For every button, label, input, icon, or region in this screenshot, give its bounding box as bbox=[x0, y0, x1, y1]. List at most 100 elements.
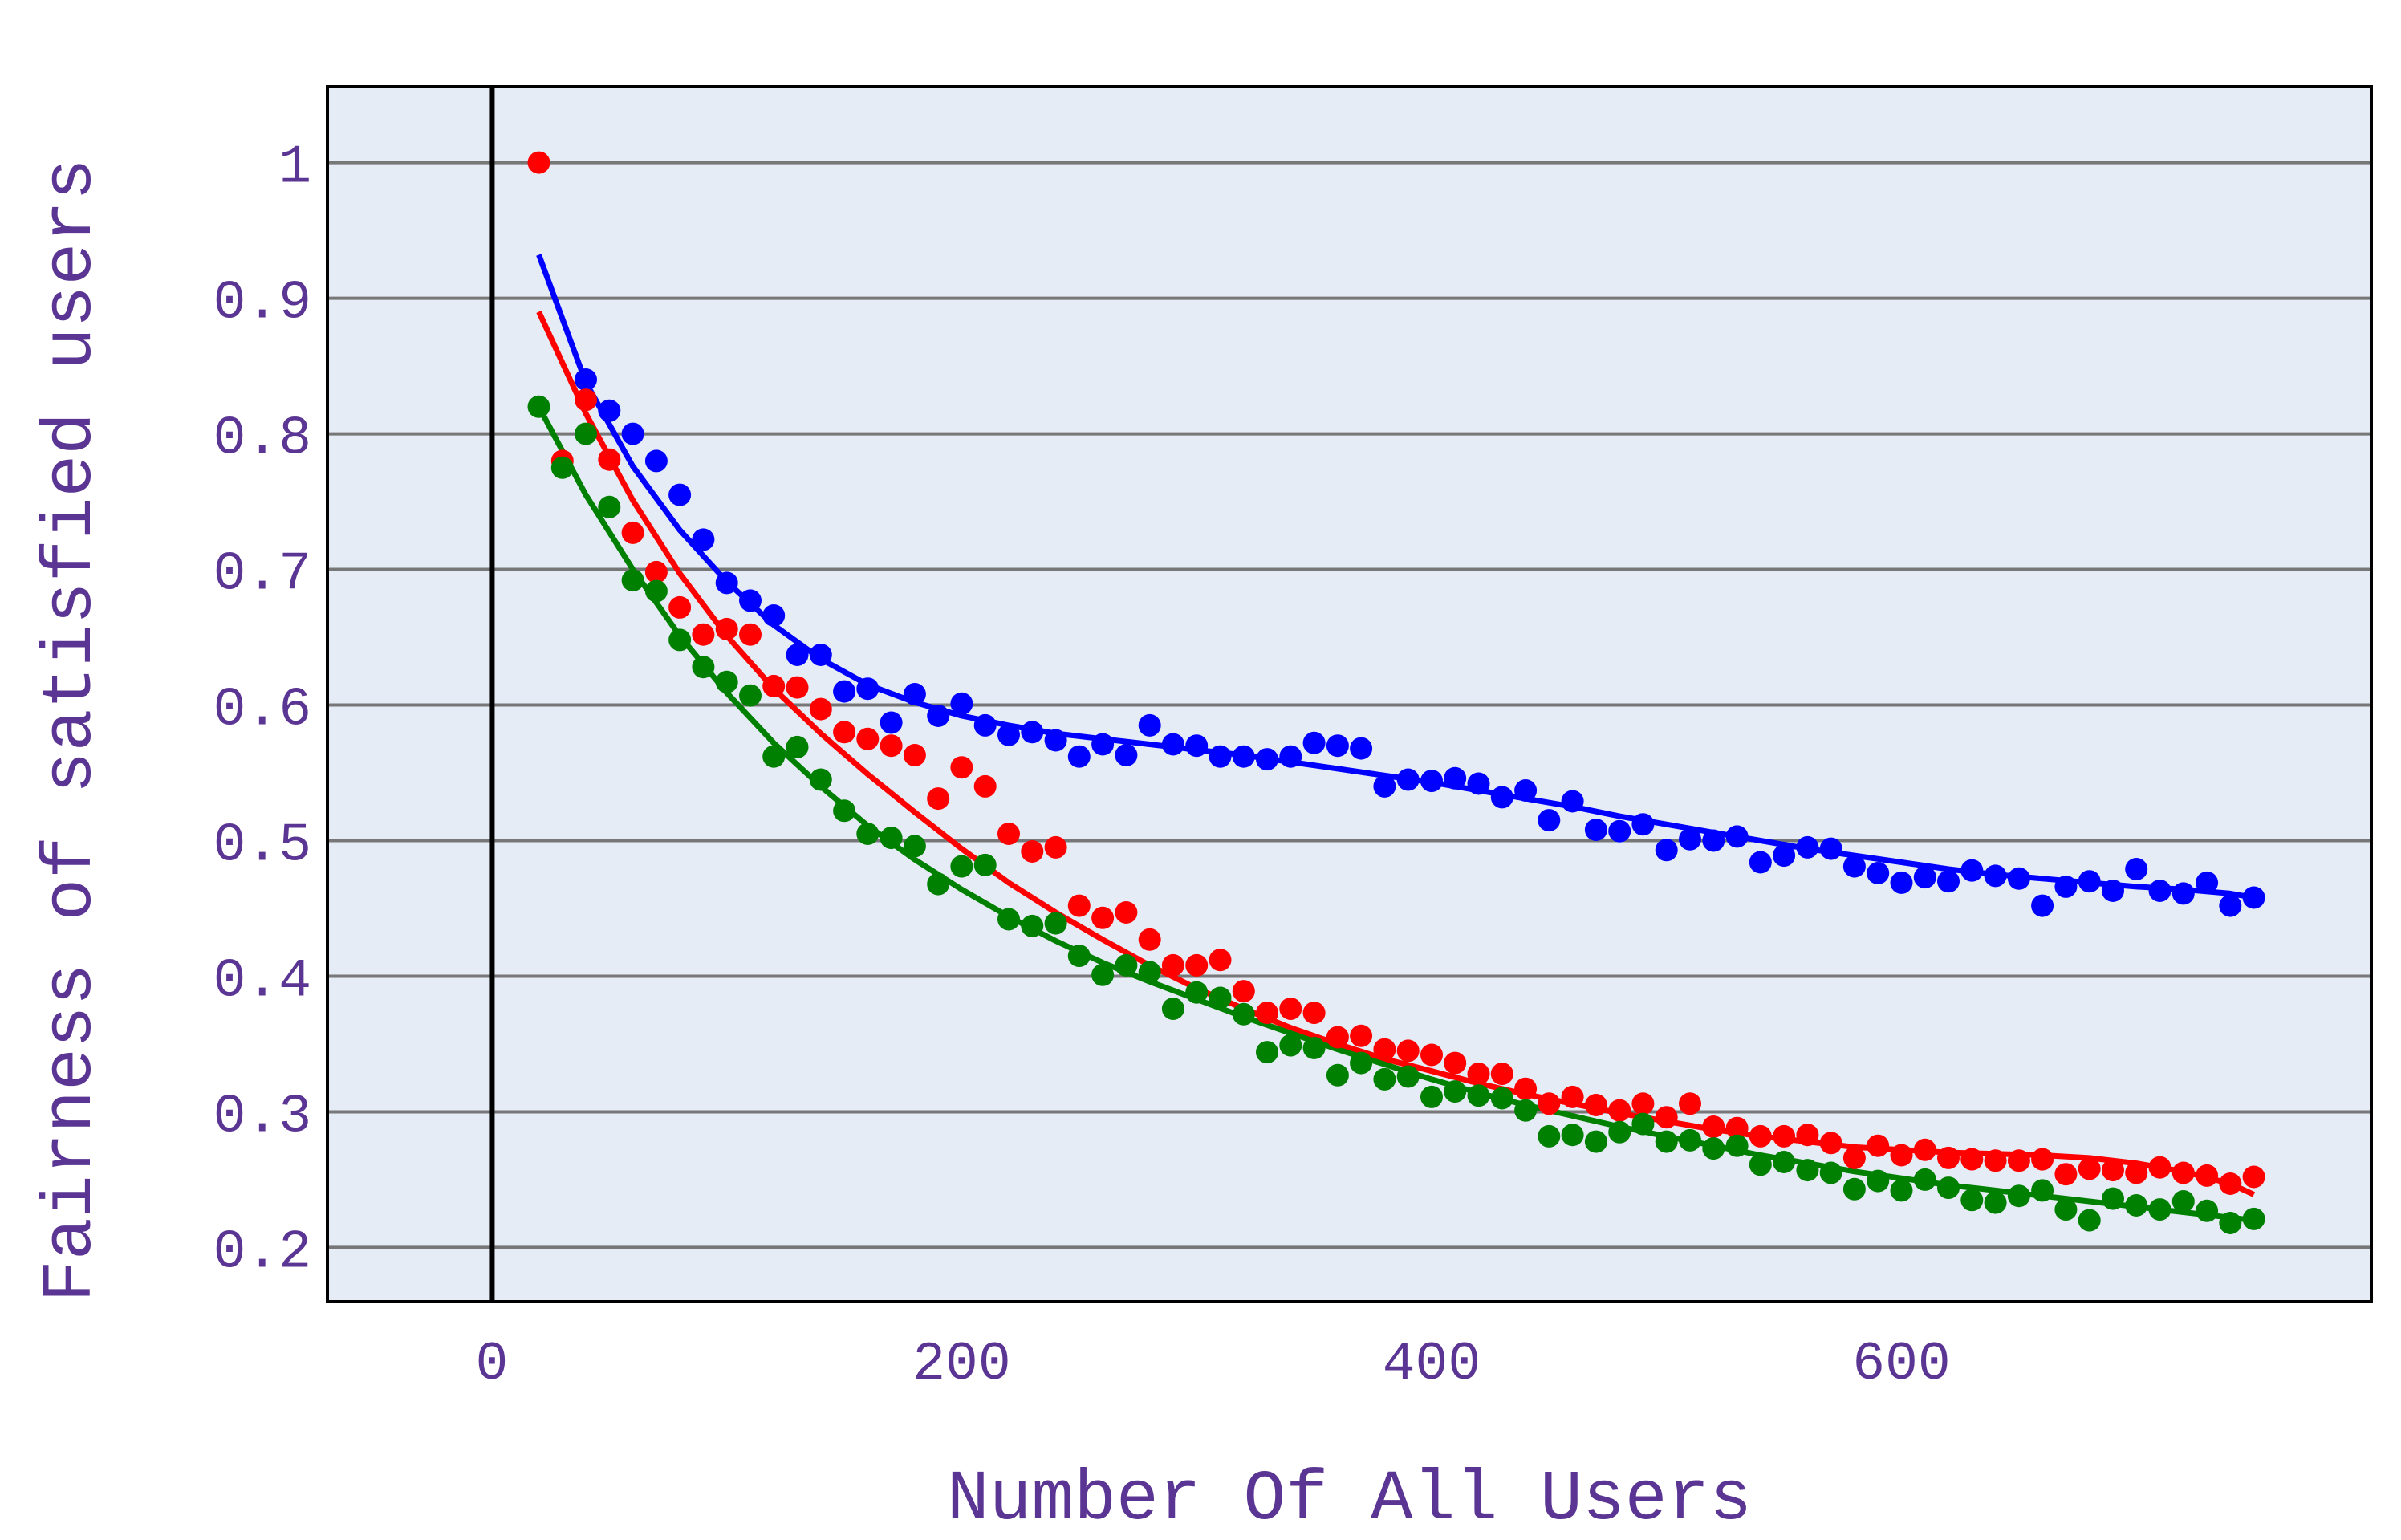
data-point-1 bbox=[1490, 1063, 1513, 1086]
data-point-2 bbox=[927, 872, 950, 896]
data-point-2 bbox=[1279, 1034, 1302, 1057]
data-point-2 bbox=[739, 684, 762, 707]
data-point-2 bbox=[1044, 912, 1067, 935]
x-tick-label: 0 bbox=[476, 1334, 509, 1396]
data-point-0 bbox=[2007, 867, 2030, 890]
data-point-0 bbox=[1984, 864, 2007, 888]
data-point-0 bbox=[1819, 837, 1842, 860]
data-point-0 bbox=[1679, 827, 1701, 851]
data-point-0 bbox=[2031, 894, 2054, 917]
x-tick-label: 600 bbox=[1852, 1334, 1950, 1396]
data-point-0 bbox=[833, 680, 856, 703]
data-point-0 bbox=[1842, 855, 1866, 878]
data-point-0 bbox=[739, 589, 762, 612]
data-point-2 bbox=[1702, 1137, 1725, 1160]
data-point-1 bbox=[1138, 928, 1161, 951]
data-point-1 bbox=[1279, 998, 1302, 1020]
data-point-0 bbox=[2125, 858, 2148, 880]
data-point-2 bbox=[762, 745, 786, 768]
plot-background bbox=[327, 87, 2371, 1302]
data-point-2 bbox=[1467, 1084, 1490, 1107]
y-tick-label: 0.7 bbox=[213, 544, 311, 606]
data-point-1 bbox=[2054, 1163, 2078, 1186]
data-point-2 bbox=[1584, 1130, 1607, 1153]
data-point-1 bbox=[1725, 1116, 1749, 1140]
data-point-1 bbox=[1396, 1039, 1420, 1063]
data-point-1 bbox=[2125, 1161, 2148, 1184]
data-point-1 bbox=[1819, 1132, 1842, 1155]
data-point-0 bbox=[1960, 859, 1984, 882]
data-point-2 bbox=[1937, 1176, 1960, 1200]
data-point-2 bbox=[1773, 1151, 1796, 1173]
data-point-1 bbox=[2031, 1148, 2054, 1171]
data-point-0 bbox=[2242, 886, 2265, 909]
data-point-2 bbox=[1679, 1128, 1701, 1152]
data-point-1 bbox=[1514, 1077, 1538, 1100]
data-point-2 bbox=[550, 456, 574, 479]
y-tick-label: 1 bbox=[278, 137, 311, 199]
plot-frame bbox=[326, 85, 2373, 1303]
data-point-2 bbox=[1631, 1112, 1655, 1136]
data-point-0 bbox=[1890, 871, 1913, 894]
data-point-1 bbox=[1937, 1146, 1960, 1169]
x-axis-title: Number Of All Users bbox=[947, 1461, 1752, 1540]
data-point-1 bbox=[1302, 1002, 1326, 1025]
data-point-2 bbox=[621, 569, 644, 592]
data-point-0 bbox=[715, 571, 738, 595]
data-point-0 bbox=[1161, 733, 1184, 756]
data-point-2 bbox=[1138, 961, 1161, 984]
data-point-1 bbox=[1655, 1106, 1678, 1129]
y-tick-label: 0.8 bbox=[213, 408, 311, 470]
data-point-2 bbox=[1209, 986, 1232, 1010]
data-point-0 bbox=[1467, 772, 1490, 795]
data-point-1 bbox=[1067, 894, 1091, 917]
data-point-0 bbox=[2078, 870, 2101, 893]
data-point-1 bbox=[1913, 1138, 1936, 1161]
data-point-0 bbox=[1773, 844, 1796, 868]
y-axis-ticks: 0.2 0.3 0.4 0.5 0.6 0.7 0.8 0.9 1 bbox=[213, 137, 311, 1284]
data-point-0 bbox=[997, 723, 1020, 746]
data-point-2 bbox=[1913, 1168, 1936, 1191]
data-point-1 bbox=[1185, 953, 1209, 977]
data-point-1 bbox=[1350, 1024, 1373, 1047]
data-point-1 bbox=[1608, 1099, 1631, 1122]
data-point-1 bbox=[2007, 1149, 2030, 1172]
data-point-2 bbox=[1538, 1124, 1561, 1148]
data-point-0 bbox=[1091, 733, 1115, 756]
data-point-1 bbox=[2148, 1156, 2171, 1179]
x-tick-label: 200 bbox=[912, 1334, 1010, 1396]
data-point-2 bbox=[2054, 1198, 2078, 1221]
data-point-0 bbox=[2054, 875, 2078, 898]
data-point-1 bbox=[1561, 1085, 1584, 1108]
data-point-2 bbox=[692, 656, 715, 679]
data-point-0 bbox=[1867, 862, 1890, 884]
data-point-0 bbox=[973, 713, 997, 737]
data-point-2 bbox=[1373, 1067, 1396, 1091]
data-point-0 bbox=[1044, 729, 1067, 752]
y-tick-label: 0.4 bbox=[213, 950, 311, 1012]
data-point-0 bbox=[950, 692, 973, 715]
data-point-2 bbox=[1561, 1124, 1584, 1147]
data-point-2 bbox=[903, 835, 926, 858]
data-point-0 bbox=[1373, 774, 1396, 798]
data-point-1 bbox=[1232, 980, 1255, 1003]
data-point-1 bbox=[2171, 1161, 2195, 1184]
data-point-2 bbox=[1796, 1159, 1819, 1182]
data-point-1 bbox=[1702, 1115, 1725, 1138]
y-tick-label: 0.2 bbox=[213, 1221, 311, 1283]
data-point-1 bbox=[1584, 1094, 1607, 1116]
data-point-1 bbox=[762, 674, 786, 697]
data-point-2 bbox=[1021, 914, 1044, 937]
data-point-0 bbox=[644, 449, 668, 473]
data-point-1 bbox=[2078, 1157, 2101, 1180]
data-point-0 bbox=[1490, 786, 1513, 809]
data-point-1 bbox=[833, 721, 856, 744]
data-point-2 bbox=[715, 670, 738, 693]
data-point-1 bbox=[668, 595, 692, 619]
data-point-0 bbox=[621, 422, 644, 445]
x-tick-label: 400 bbox=[1383, 1334, 1481, 1396]
data-point-1 bbox=[1209, 949, 1232, 972]
data-point-1 bbox=[2102, 1159, 2124, 1182]
data-point-1 bbox=[1373, 1038, 1396, 1061]
data-point-0 bbox=[2171, 882, 2195, 905]
